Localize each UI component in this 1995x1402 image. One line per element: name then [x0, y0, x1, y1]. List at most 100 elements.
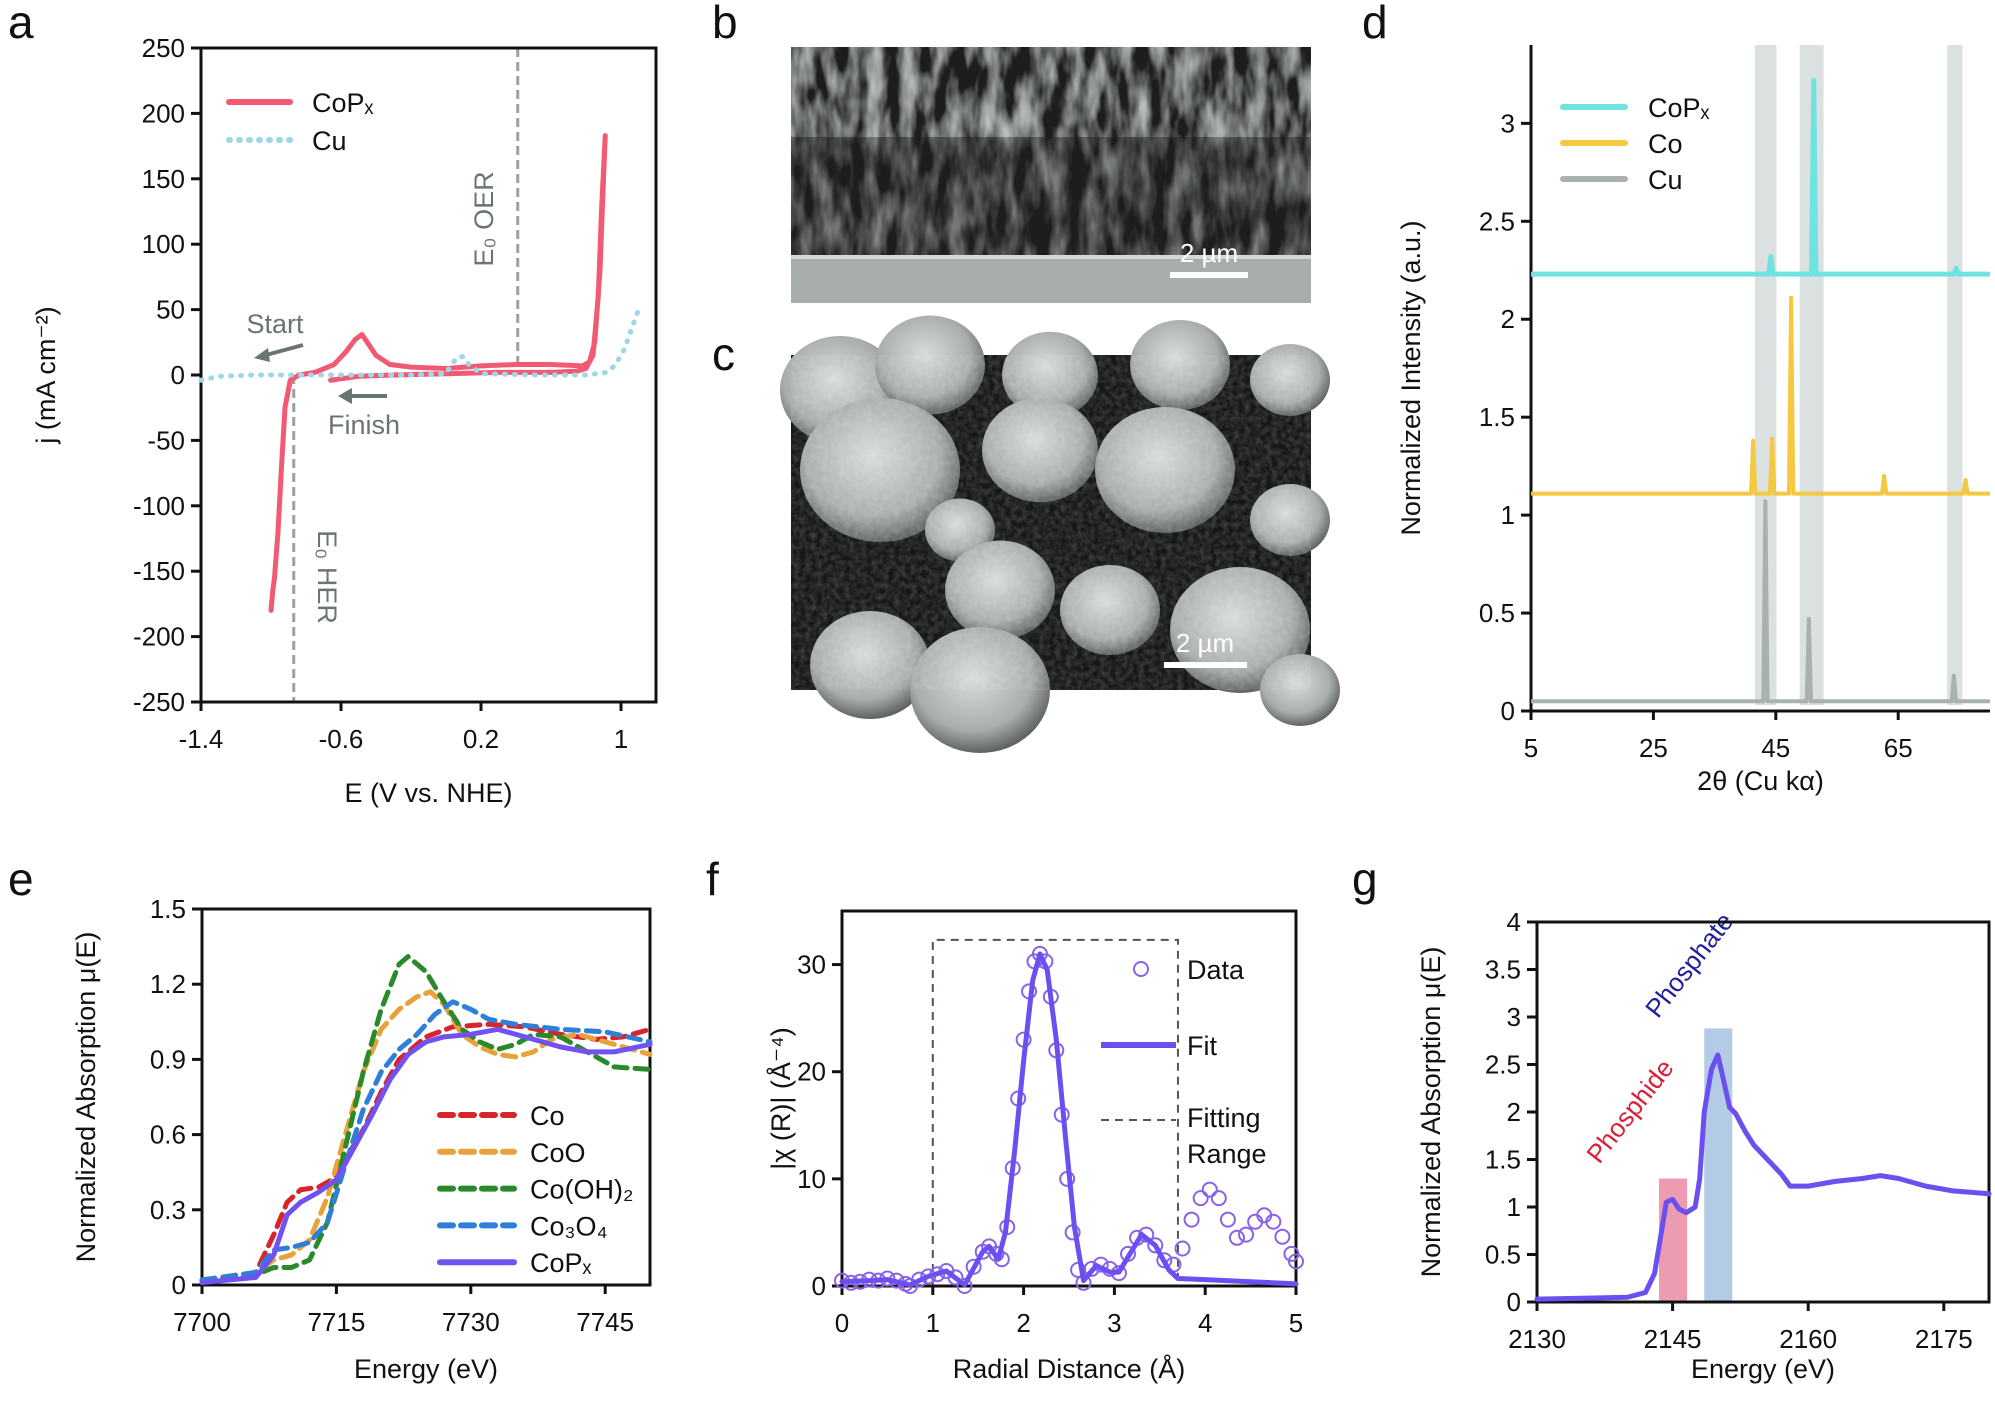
plot-frame [200, 907, 652, 1287]
y-tick-label: -150 [133, 556, 185, 586]
data-point [1219, 1211, 1236, 1228]
y-tick-label: 0 [1501, 696, 1515, 726]
scale-bar [1164, 662, 1247, 668]
data-point [1092, 1256, 1109, 1273]
series-line-coo [199, 999, 653, 1283]
y-tick-label: 0 [812, 1271, 826, 1301]
series-line-2 [1531, 499, 1990, 704]
panel-label-d: d [1362, 0, 1388, 48]
y-tick-label: 1.5 [1479, 402, 1515, 432]
x-tick-label: 5 [1524, 733, 1538, 763]
y-tick-label: 2 [1507, 1097, 1521, 1127]
data-point [1156, 1252, 1173, 1269]
y-tick-label: 150 [142, 164, 185, 194]
y-tick-label: 1.5 [1485, 1145, 1521, 1175]
sem-image-top-view: 2 µm [780, 315, 1340, 753]
y-tick-label: 0.3 [150, 1195, 186, 1225]
legend-label: Co [530, 1101, 565, 1131]
y-tick-label: 0.6 [150, 1120, 186, 1150]
highlight-band [1947, 45, 1963, 706]
panel-label-c: c [712, 328, 735, 380]
x-tick-label: -1.4 [179, 724, 224, 754]
x-axis-title: 2θ (Cu kα) [1697, 766, 1824, 796]
legend-label: Fit [1187, 1031, 1217, 1061]
x-axis-title: E (V vs. NHE) [344, 778, 512, 808]
series-line-cooh [199, 954, 653, 1285]
y-tick-label: 2 [1501, 304, 1515, 334]
scale-bar-label: 2 µm [1180, 238, 1238, 268]
y-tick-label: 0.5 [1485, 1240, 1521, 1270]
legend-label: CoPₓ [312, 88, 374, 118]
legend-label: CoPₓ [530, 1248, 592, 1278]
y-tick-label: 0 [171, 360, 185, 390]
chart-panel-a: -1.4 -0.6 0.2 1 250 200 150 100 50 0 -50 -100 -150 -2… [31, 33, 658, 808]
panel-label-a: a [8, 0, 34, 48]
y-tick-label: 250 [142, 33, 185, 63]
chart-panel-f: 0 1 2 3 4 5 0 10 20 30 Radial Distance (Å) |χ (R)| … [765, 909, 1304, 1384]
legend-label: Co [1648, 129, 1683, 159]
y-tick-label: 3 [1507, 1002, 1521, 1032]
x-tick-label: 2175 [1915, 1324, 1973, 1354]
legend-label: CoO [530, 1138, 586, 1168]
data-point [1210, 1190, 1227, 1207]
y-tick-label: -200 [133, 622, 185, 652]
y-tick-label: 100 [142, 229, 185, 259]
y-axis-title: |χ (R)| (Å⁻⁴) [765, 1027, 796, 1170]
y-tick-label: 2.5 [1479, 206, 1515, 236]
x-axis-title: Radial Distance (Å) [953, 1353, 1186, 1384]
x-tick-label: -0.6 [319, 724, 364, 754]
finish-label: Finish [328, 410, 400, 440]
y-tick-label: 200 [142, 98, 185, 128]
data-point [1147, 1237, 1164, 1254]
panel-label-e: e [8, 853, 34, 905]
x-tick-label: 1 [926, 1308, 940, 1338]
chart-panel-g: Phosphide Phosphate 2130 2145 2160 2175 0 0.5 1 1… [1416, 907, 1992, 1384]
data-point [1192, 1190, 1209, 1207]
x-tick-label: 2 [1016, 1308, 1030, 1338]
y-axis-title: Normalized Intensity (a.u.) [1396, 220, 1426, 535]
x-tick-label: 4 [1198, 1308, 1212, 1338]
chart-panel-e: 7700 7715 7730 7745 0 0.3 0.6 0.9 1.2 1.5 Energy (… [71, 894, 653, 1384]
panel-label-g: g [1352, 853, 1378, 905]
plot-frame [840, 909, 1298, 1288]
y-tick-label: 0 [172, 1270, 186, 1300]
y-tick-label: 20 [797, 1057, 826, 1087]
legend-label: Fitting [1187, 1103, 1261, 1133]
e0-her-label: E₀ HER [312, 530, 342, 624]
y-tick-label: 1.5 [150, 894, 186, 924]
y-tick-label: 10 [797, 1164, 826, 1194]
y-tick-label: 4 [1507, 907, 1521, 937]
data-point [965, 1258, 982, 1275]
y-tick-label: 3.5 [1485, 955, 1521, 985]
x-tick-label: 2130 [1508, 1324, 1566, 1354]
y-tick-label: 1 [1507, 1192, 1521, 1222]
panel-label-f: f [706, 853, 719, 905]
x-tick-label: 45 [1761, 733, 1790, 763]
legend-label: Range [1187, 1139, 1267, 1169]
panel-label-b: b [712, 0, 738, 48]
y-tick-label: 30 [797, 950, 826, 980]
sem-image-cross-section: 2 µm [791, 47, 1311, 303]
start-arrow-head [254, 348, 270, 362]
y-tick-label: 1.2 [150, 969, 186, 999]
start-label: Start [246, 309, 304, 339]
x-tick-label: 25 [1639, 733, 1668, 763]
y-tick-label: 0.5 [1479, 598, 1515, 628]
x-tick-label: 0 [835, 1308, 849, 1338]
scale-bar-label: 2 µm [1176, 628, 1234, 658]
data-point [947, 1269, 964, 1286]
y-tick-label: 2.5 [1485, 1050, 1521, 1080]
band-label-phosphate: Phosphate [1639, 907, 1739, 1023]
x-tick-label: 3 [1107, 1308, 1121, 1338]
series-line-0 [1531, 77, 1990, 277]
data-point [1183, 1211, 1200, 1228]
legend-label: Data [1187, 955, 1245, 985]
x-tick-label: 65 [1884, 733, 1913, 763]
x-axis-title: Energy (eV) [354, 1354, 498, 1384]
y-tick-label: 0 [1507, 1287, 1521, 1317]
highlight-band [1754, 45, 1777, 706]
data-point [1228, 1229, 1245, 1246]
series-line-cop [268, 133, 608, 613]
highlight-band-phosphate [1704, 1028, 1733, 1302]
